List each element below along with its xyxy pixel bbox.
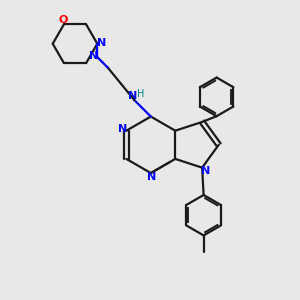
Text: N: N	[201, 166, 210, 176]
Text: N: N	[128, 91, 137, 101]
Text: N: N	[147, 172, 156, 182]
Text: H: H	[137, 89, 145, 99]
Text: N: N	[89, 51, 98, 61]
Text: O: O	[58, 15, 68, 25]
Text: N: N	[118, 124, 127, 134]
Text: N: N	[97, 38, 106, 48]
